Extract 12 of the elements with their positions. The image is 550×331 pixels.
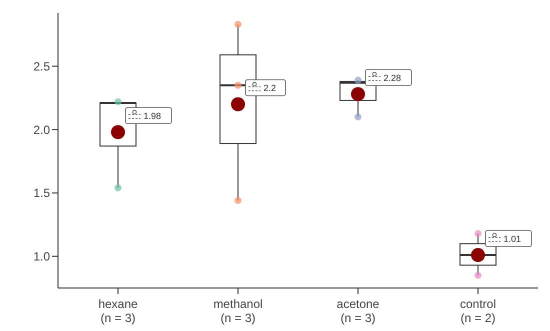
y-tick-label: 2.0 bbox=[33, 122, 50, 137]
x-tick-label: hexane (n = 3) bbox=[98, 297, 138, 325]
data-label: 2.28 bbox=[383, 73, 402, 84]
x-tick-label: control (n = 2) bbox=[460, 297, 496, 325]
y-tick-label: 2.5 bbox=[33, 59, 50, 74]
x-tick-label: acetone (n = 3) bbox=[336, 297, 380, 325]
data-label: 1.98 bbox=[143, 111, 162, 122]
data-label: 2.2 bbox=[263, 83, 276, 94]
y-tick-label: 1.0 bbox=[33, 250, 50, 264]
x-tick-label: methanol (n = 3) bbox=[213, 297, 263, 325]
y-tick-label: 1.5 bbox=[33, 186, 50, 200]
data-label: 1.01 bbox=[503, 234, 522, 244]
